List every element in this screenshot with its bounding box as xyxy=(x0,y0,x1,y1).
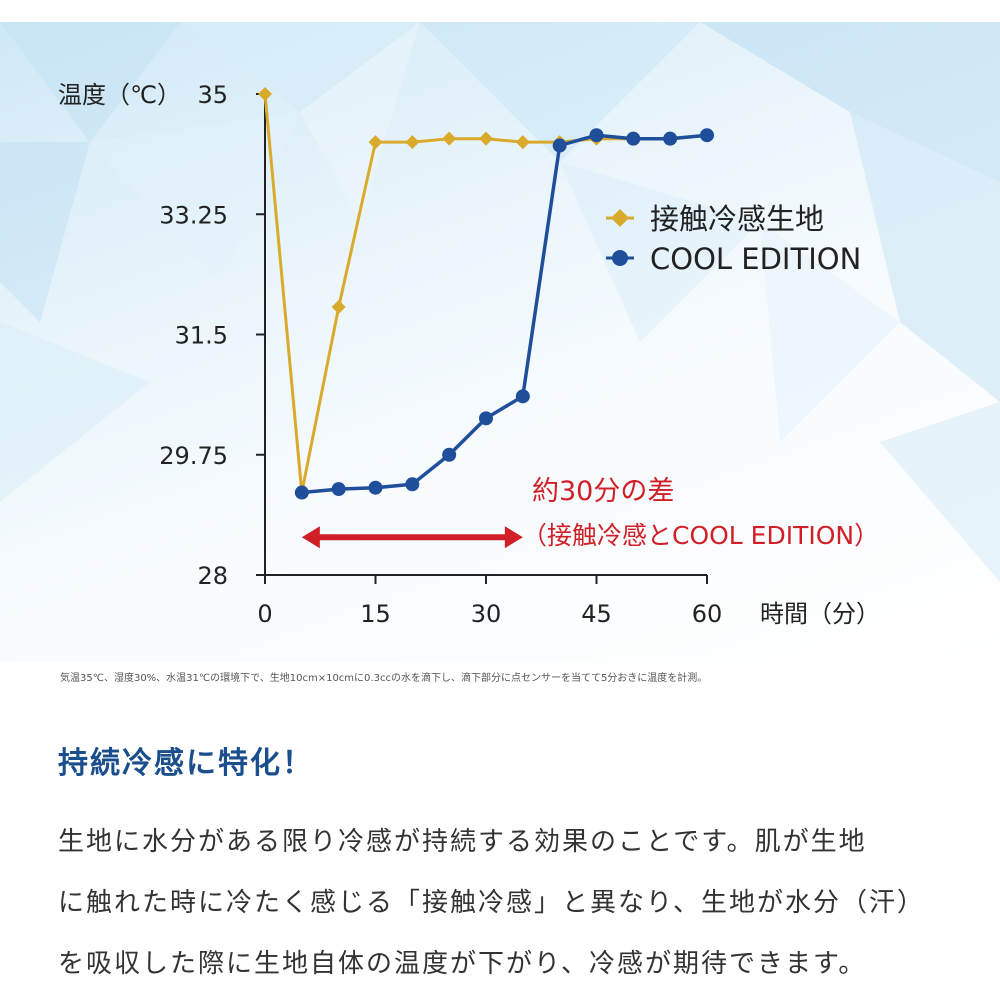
x-tick-label: 45 xyxy=(581,600,612,628)
data-point-circle xyxy=(663,131,678,146)
data-point-circle xyxy=(479,411,493,426)
y-tick-label: 31.5 xyxy=(175,322,228,350)
legend-marker-circle xyxy=(612,250,628,266)
measurement-footnote: 気温35℃、湿度30%、水温31℃の環境下で、生地10cm×10cmに0.3cc… xyxy=(60,673,708,684)
series-line xyxy=(301,133,708,495)
data-point-circle xyxy=(589,128,604,143)
data-point-circle xyxy=(700,128,714,143)
data-point-diamond xyxy=(405,135,420,150)
chart-panel: 35 33.25 31.5 29.75 28 0 15 30 45 60 温度（℃） 時間（分） 接触冷… xyxy=(0,22,1000,662)
description-line-3: を吸収した際に生地自体の温度が下がり、冷感が期待できます。 xyxy=(58,949,867,979)
data-point-circle xyxy=(442,447,457,462)
data-point-circle xyxy=(515,389,530,404)
x-axis-label: 時間（分） xyxy=(760,600,880,628)
data-point-circle xyxy=(294,485,309,500)
data-point-circle xyxy=(331,482,346,497)
data-point-circle xyxy=(368,480,383,495)
data-point-circle xyxy=(552,138,567,153)
y-tick-label: 35 xyxy=(197,81,228,109)
x-tick-label: 30 xyxy=(471,600,502,628)
x-tick-label: 60 xyxy=(692,600,723,628)
difference-arrow-head-left xyxy=(301,526,320,549)
description-line-2: に触れた時に冷たく感じる「接触冷感」と異なり、生地が水分（汗） xyxy=(58,888,925,918)
data-point-diamond xyxy=(258,87,272,101)
line-chart: 35 33.25 31.5 29.75 28 0 15 30 45 60 温度（℃） 時間（分） 接触冷… xyxy=(58,81,880,628)
description-text: 生地に水分がある限り冷感が持続する効果のことです。肌が生地 に触れた時に冷たく感… xyxy=(58,812,958,995)
section-heading: 持続冷感に特化！ xyxy=(58,746,314,781)
description-line-1: 生地に水分がある限り冷感が持続する効果のことです。肌が生地 xyxy=(58,827,867,857)
series-line xyxy=(263,93,708,494)
data-point-diamond xyxy=(442,131,457,146)
y-tick-label: 29.75 xyxy=(159,442,228,470)
difference-arrow-head-right xyxy=(504,526,523,549)
x-tick-label: 15 xyxy=(360,600,391,628)
x-tick-label: 0 xyxy=(257,600,272,628)
difference-annotation-title: 約30分の差 xyxy=(532,476,674,507)
data-point-diamond xyxy=(515,135,530,150)
y-tick-label: 33.25 xyxy=(159,201,228,229)
legend-label: COOL EDITION xyxy=(650,242,861,276)
data-point-diamond xyxy=(331,300,346,315)
data-point-circle xyxy=(405,477,420,492)
data-point-diamond xyxy=(368,135,383,150)
difference-annotation-subtitle: （接触冷感とCOOL EDITION） xyxy=(522,521,879,550)
data-point-diamond xyxy=(479,131,493,146)
y-tick-label: 28 xyxy=(197,562,228,590)
legend-marker-diamond xyxy=(611,209,629,227)
y-axis-label: 温度（℃） xyxy=(58,81,181,109)
ice-background xyxy=(0,22,1000,582)
legend-label: 接触冷感生地 xyxy=(650,202,824,236)
data-point-circle xyxy=(626,131,641,146)
